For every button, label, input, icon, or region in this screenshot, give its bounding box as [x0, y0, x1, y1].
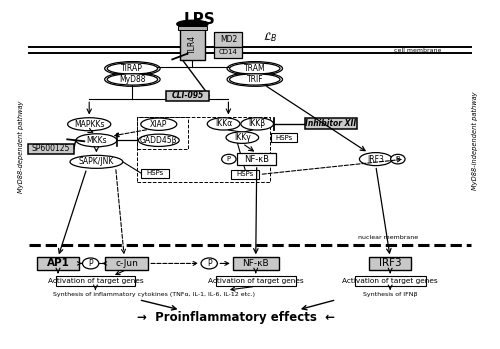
- FancyBboxPatch shape: [178, 27, 207, 30]
- Text: HSPs: HSPs: [276, 135, 292, 141]
- Text: cell membrane: cell membrane: [394, 48, 442, 53]
- Text: MD2: MD2: [220, 35, 237, 44]
- Ellipse shape: [201, 258, 218, 269]
- Ellipse shape: [82, 258, 99, 269]
- Text: AP1: AP1: [46, 258, 70, 268]
- Text: Inhibitor XII: Inhibitor XII: [305, 119, 356, 128]
- FancyBboxPatch shape: [180, 29, 205, 60]
- FancyBboxPatch shape: [214, 46, 242, 58]
- Text: MKKs: MKKs: [86, 136, 106, 145]
- Ellipse shape: [226, 132, 258, 143]
- Ellipse shape: [177, 20, 208, 28]
- Ellipse shape: [360, 153, 392, 166]
- Text: nuclear membrane: nuclear membrane: [358, 235, 418, 240]
- Text: c-Jun: c-Jun: [115, 259, 138, 268]
- Text: HSPs: HSPs: [146, 170, 164, 176]
- Text: Activation of target genes: Activation of target genes: [48, 278, 144, 284]
- Text: MyD88: MyD88: [119, 75, 146, 84]
- Text: IRF3: IRF3: [379, 258, 402, 268]
- FancyBboxPatch shape: [216, 276, 296, 286]
- Ellipse shape: [208, 118, 240, 130]
- Text: TLR4: TLR4: [188, 35, 197, 54]
- Ellipse shape: [241, 118, 274, 130]
- FancyBboxPatch shape: [304, 118, 356, 129]
- FancyBboxPatch shape: [369, 257, 412, 269]
- Ellipse shape: [68, 118, 111, 131]
- Ellipse shape: [107, 63, 158, 74]
- FancyBboxPatch shape: [232, 170, 259, 179]
- Ellipse shape: [107, 74, 158, 85]
- FancyBboxPatch shape: [354, 276, 426, 286]
- Text: NF-κB: NF-κB: [244, 155, 269, 164]
- Text: Synthesis of IFNβ: Synthesis of IFNβ: [363, 292, 418, 297]
- Ellipse shape: [390, 154, 405, 164]
- Text: LPS: LPS: [184, 12, 216, 27]
- Ellipse shape: [230, 63, 280, 74]
- FancyBboxPatch shape: [214, 32, 242, 46]
- FancyBboxPatch shape: [141, 169, 169, 178]
- Ellipse shape: [76, 134, 117, 147]
- Text: $\mathcal{L}_{B}$: $\mathcal{L}_{B}$: [264, 30, 278, 44]
- Text: P: P: [88, 259, 93, 268]
- FancyBboxPatch shape: [233, 257, 278, 269]
- FancyBboxPatch shape: [37, 257, 79, 269]
- Text: IKKα: IKKα: [215, 119, 232, 128]
- Ellipse shape: [222, 154, 236, 164]
- Text: Synthesis of inflammatory cytokines (TNFα, IL-1, IL-6, IL-12 etc.): Synthesis of inflammatory cytokines (TNF…: [53, 292, 255, 297]
- Text: HSPs: HSPs: [236, 171, 254, 178]
- Text: P: P: [227, 156, 231, 162]
- Text: P: P: [207, 259, 212, 268]
- Text: MyD88-independent pathway: MyD88-independent pathway: [472, 91, 478, 190]
- Text: MAPKKs: MAPKKs: [74, 120, 104, 129]
- FancyBboxPatch shape: [28, 144, 74, 154]
- Text: P: P: [396, 156, 400, 162]
- FancyBboxPatch shape: [237, 153, 277, 165]
- FancyBboxPatch shape: [105, 257, 148, 269]
- Text: CLI-095: CLI-095: [172, 91, 203, 100]
- Text: Activation of target genes: Activation of target genes: [342, 278, 438, 284]
- Text: IRF3: IRF3: [368, 155, 384, 164]
- Text: XIAP: XIAP: [150, 120, 168, 129]
- Text: TRIF: TRIF: [246, 75, 263, 84]
- Text: GADD45β: GADD45β: [140, 136, 177, 145]
- FancyBboxPatch shape: [271, 133, 297, 142]
- Text: TIRAP: TIRAP: [122, 64, 144, 73]
- FancyBboxPatch shape: [56, 276, 136, 286]
- Ellipse shape: [70, 155, 123, 168]
- Text: Activation of target genes: Activation of target genes: [208, 278, 304, 284]
- Text: CD14: CD14: [219, 49, 238, 55]
- Text: NF-κB: NF-κB: [242, 259, 269, 268]
- Text: SAPK/JNK: SAPK/JNK: [78, 157, 114, 166]
- Ellipse shape: [230, 74, 280, 85]
- Text: TRAM: TRAM: [244, 64, 266, 73]
- Ellipse shape: [141, 118, 177, 131]
- Text: MyD88-dependent pathway: MyD88-dependent pathway: [18, 101, 24, 193]
- Text: IKKβ: IKKβ: [248, 119, 266, 128]
- Text: →  Proinflammatory effects  ←: → Proinflammatory effects ←: [136, 311, 334, 324]
- Text: IKKγ: IKKγ: [234, 133, 250, 142]
- FancyBboxPatch shape: [166, 91, 209, 101]
- Ellipse shape: [138, 134, 179, 147]
- Text: SP600125: SP600125: [32, 144, 70, 153]
